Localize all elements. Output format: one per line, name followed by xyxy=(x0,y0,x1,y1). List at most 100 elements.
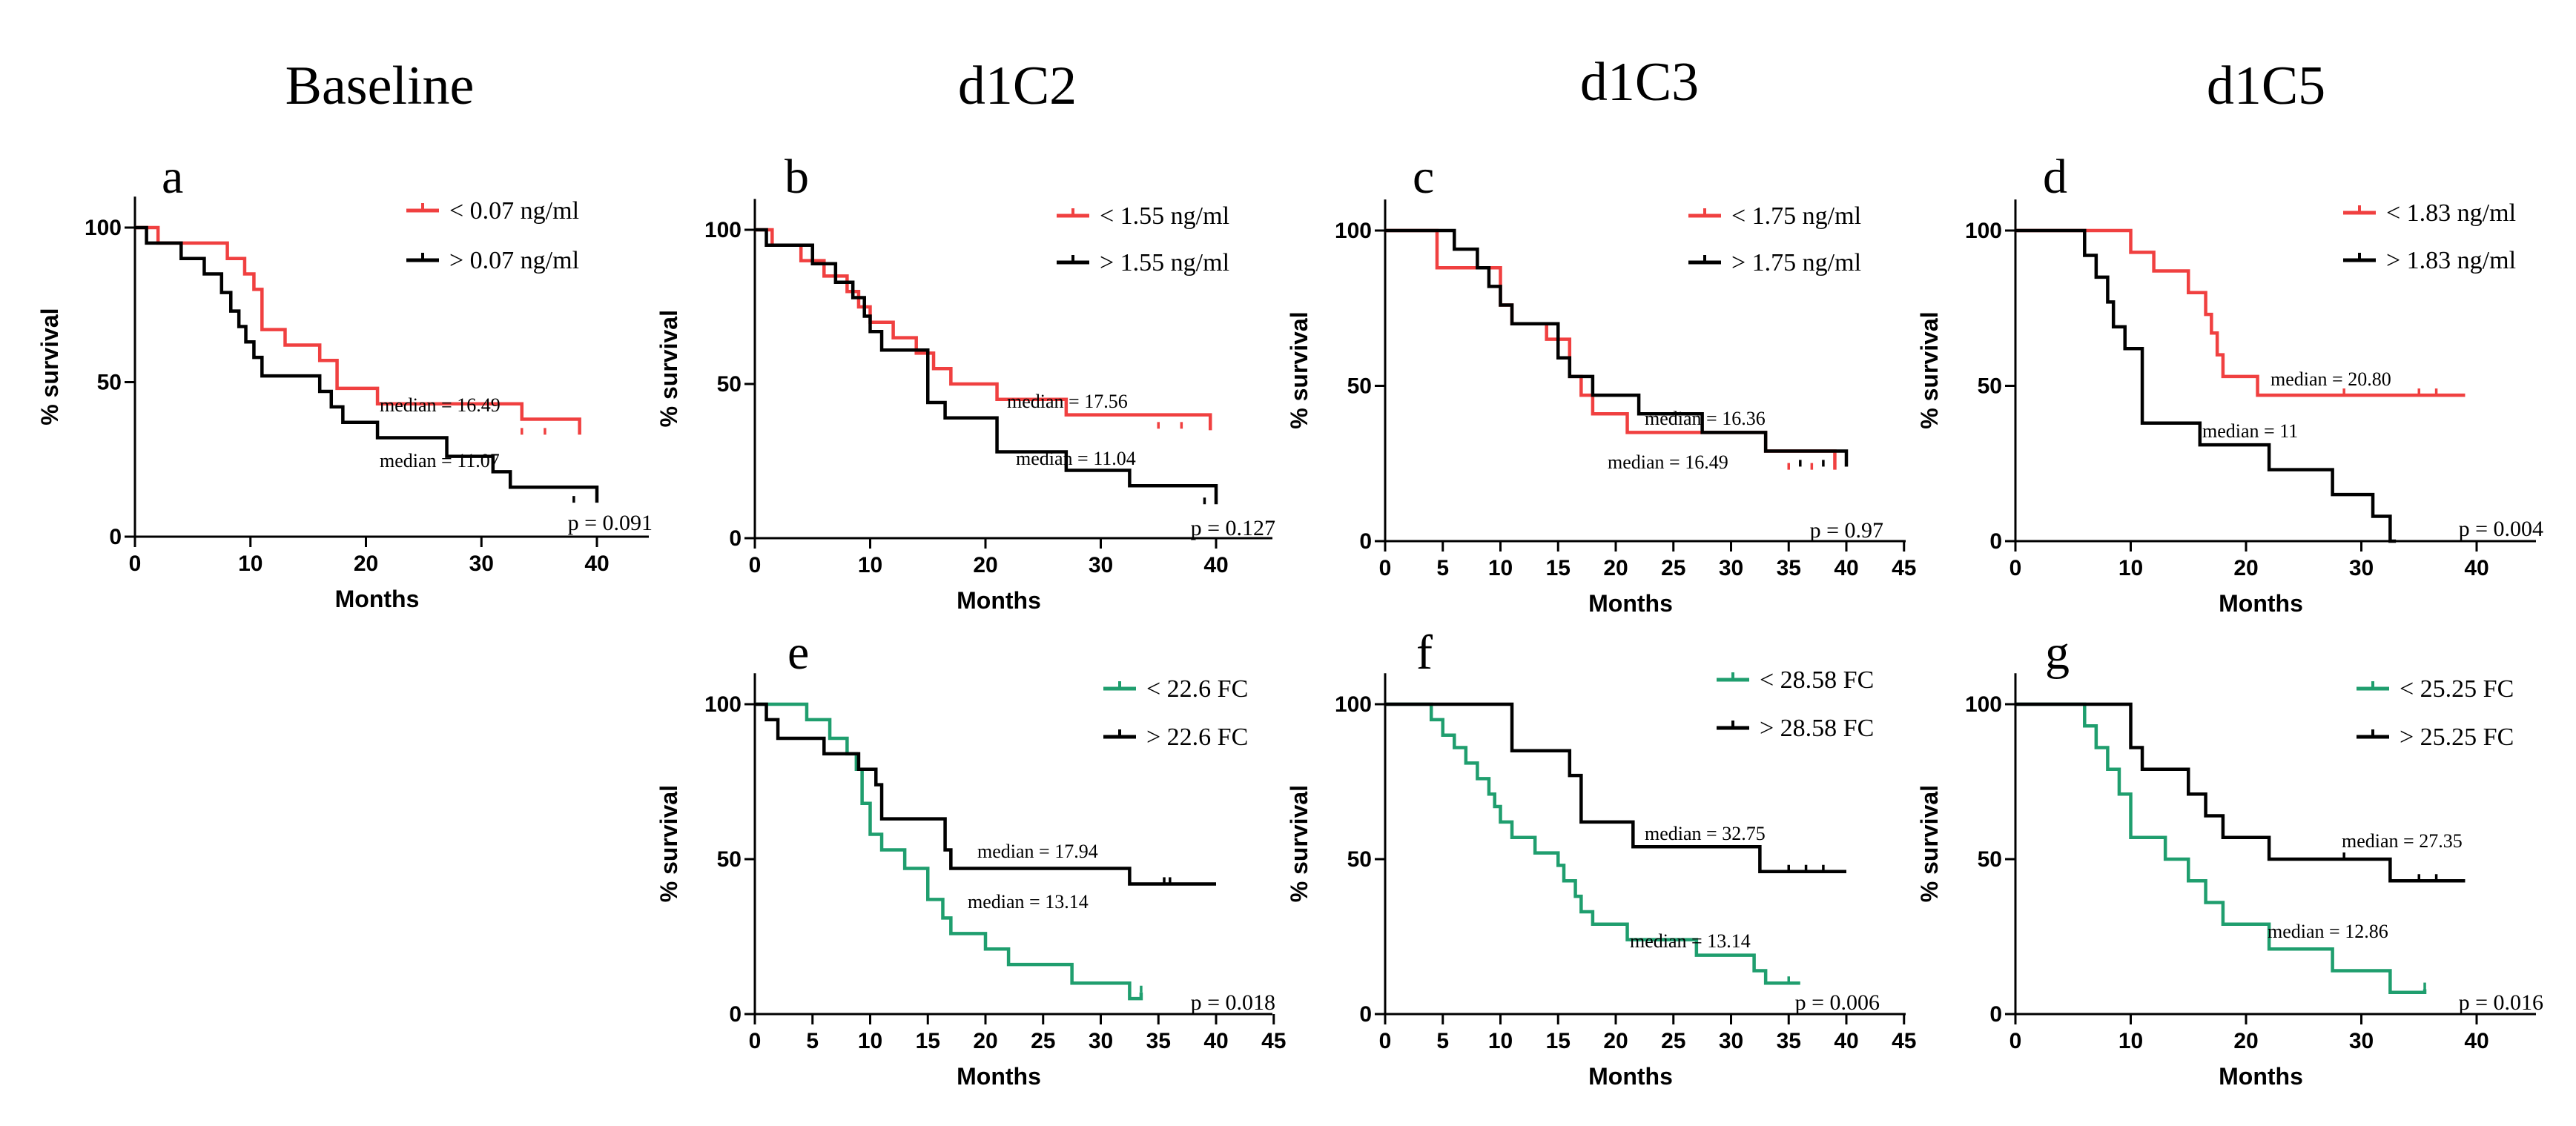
y-tick-label: 100 xyxy=(1335,692,1372,717)
y-tick-label: 0 xyxy=(1989,1002,2002,1027)
x-tick-label: 0 xyxy=(2009,556,2022,580)
y-tick-label: 0 xyxy=(1359,1002,1372,1027)
p-value: p = 0.006 xyxy=(1795,990,1880,1015)
x-tick-label: 30 xyxy=(1719,556,1743,580)
median-annotation: median = 13.14 xyxy=(968,891,1089,913)
survival-curve-high xyxy=(1385,702,1846,873)
panel-b: b 0 50 100 0 10 20 30 40 Months % survival < 1.55 n… xyxy=(655,150,1275,614)
median-annotation: median = 20.80 xyxy=(2270,368,2391,390)
x-tick-label: 0 xyxy=(2009,1029,2022,1053)
y-tick-label: 50 xyxy=(1347,847,1372,872)
panel-f: f 0 50 100 0 5 10 15 20 25 30 35 40 45 Months % surviva… xyxy=(1286,626,1916,1090)
x-axis-label: Months xyxy=(2219,1063,2303,1090)
x-tick-label: 35 xyxy=(1777,1029,1801,1053)
x-tick-label: 15 xyxy=(1546,1029,1571,1053)
panel-label: c xyxy=(1413,150,1434,204)
survival-curve-high xyxy=(2015,228,2397,543)
x-tick-label: 30 xyxy=(2349,1029,2374,1053)
x-tick-label: 20 xyxy=(354,552,378,576)
x-axis-label: Months xyxy=(2219,590,2303,617)
p-value: p = 0.004 xyxy=(2459,517,2543,541)
x-tick-label: 30 xyxy=(1089,1029,1113,1053)
median-annotation: median = 27.35 xyxy=(2342,830,2463,852)
x-tick-label: 10 xyxy=(2118,556,2143,580)
survival-curve-low xyxy=(1385,702,1800,985)
y-tick-label: 50 xyxy=(1978,847,2002,872)
column-title-baseline: Baseline xyxy=(285,56,475,116)
x-tick-label: 20 xyxy=(2233,1029,2258,1053)
x-tick-label: 30 xyxy=(469,552,494,576)
x-tick-label: 40 xyxy=(2464,556,2489,580)
x-tick-label: 20 xyxy=(973,553,997,577)
legend-entry: < 1.83 ng/ml xyxy=(2386,199,2516,227)
panel-label: b xyxy=(785,150,809,204)
legend-entry: > 0.07 ng/ml xyxy=(449,247,579,274)
y-tick-label: 0 xyxy=(109,525,122,549)
median-annotation: median = 17.56 xyxy=(1007,391,1128,412)
y-tick-label: 50 xyxy=(717,847,742,872)
p-value: p = 0.091 xyxy=(568,511,653,535)
y-tick-label: 50 xyxy=(717,372,742,397)
median-annotation: median = 16.49 xyxy=(380,394,501,416)
panel-c: c 0 50 100 0 5 10 15 20 25 30 35 40 45 Months % surviva… xyxy=(1286,150,1916,617)
column-title-d1c2: d1C2 xyxy=(958,56,1077,116)
x-tick-label: 20 xyxy=(1603,556,1628,580)
x-tick-label: 10 xyxy=(1488,1029,1513,1053)
x-axis-label: Months xyxy=(1588,590,1673,617)
y-tick-label: 0 xyxy=(729,1002,742,1027)
panel-d: d 0 50 100 0 10 20 30 40 Months % survival < 1.83 n… xyxy=(1916,150,2543,617)
survival-curve-high xyxy=(1385,228,1849,467)
survival-curve-low xyxy=(2015,228,2466,397)
x-axis-label: Months xyxy=(1588,1063,1673,1090)
x-tick-label: 20 xyxy=(2233,556,2258,580)
x-tick-label: 10 xyxy=(858,553,882,577)
x-tick-label: 5 xyxy=(1436,1029,1449,1053)
x-tick-label: 0 xyxy=(1379,1029,1392,1053)
median-annotation: median = 12.86 xyxy=(2268,921,2388,942)
x-axis-label: Months xyxy=(957,587,1041,614)
median-annotation: median = 11.04 xyxy=(1016,448,1136,469)
y-axis-label: % survival xyxy=(655,310,682,427)
p-value: p = 0.016 xyxy=(2459,990,2543,1015)
x-tick-label: 35 xyxy=(1777,556,1801,580)
p-value: p = 0.018 xyxy=(1191,990,1275,1015)
panel-label: d xyxy=(2043,150,2067,204)
x-tick-label: 30 xyxy=(1719,1029,1743,1053)
panel-label: g xyxy=(2045,626,2070,680)
median-annotation: median = 16.49 xyxy=(1608,451,1728,473)
x-axis-label: Months xyxy=(335,586,420,612)
legend-entry: > 1.75 ng/ml xyxy=(1731,249,1861,276)
median-annotation: median = 11 xyxy=(2202,420,2298,442)
legend-entry: > 28.58 FC xyxy=(1760,715,1874,742)
survival-curve-low xyxy=(2015,702,2427,994)
x-tick-label: 40 xyxy=(1834,1029,1858,1053)
x-tick-label: 0 xyxy=(129,552,142,576)
panel-label: f xyxy=(1416,626,1433,680)
median-annotation: median = 11.07 xyxy=(380,450,500,471)
survival-curve-low xyxy=(755,702,1143,1001)
x-tick-label: 0 xyxy=(749,1029,762,1053)
y-axis-label: % survival xyxy=(655,785,682,902)
x-tick-label: 30 xyxy=(2349,556,2374,580)
panel-a: a 0 50 100 0 10 20 30 40 Months % survival < 0.07 n… xyxy=(36,150,653,612)
median-annotation: median = 13.14 xyxy=(1630,930,1751,952)
y-tick-label: 100 xyxy=(1335,219,1372,243)
y-tick-label: 50 xyxy=(1978,374,2002,399)
legend-entry: < 28.58 FC xyxy=(1760,666,1874,694)
panel-label: e xyxy=(787,626,809,680)
legend-entry: > 1.55 ng/ml xyxy=(1100,249,1229,276)
column-title-d1c3: d1C3 xyxy=(1580,52,1699,113)
panel-e: e 0 50 100 0 5 10 15 20 25 30 35 40 45 Months % surviva… xyxy=(655,626,1286,1090)
x-tick-label: 10 xyxy=(1488,556,1513,580)
x-tick-label: 25 xyxy=(1031,1029,1055,1053)
x-tick-label: 25 xyxy=(1661,556,1685,580)
legend-entry: < 25.25 FC xyxy=(2400,675,2514,703)
y-tick-label: 100 xyxy=(85,216,122,240)
x-tick-label: 35 xyxy=(1146,1029,1171,1053)
legend-entry: > 25.25 FC xyxy=(2400,723,2514,751)
survival-curve-high xyxy=(755,228,1218,505)
y-tick-label: 0 xyxy=(1359,529,1372,554)
panel-label: a xyxy=(162,150,183,204)
survival-curve-low xyxy=(135,225,581,435)
